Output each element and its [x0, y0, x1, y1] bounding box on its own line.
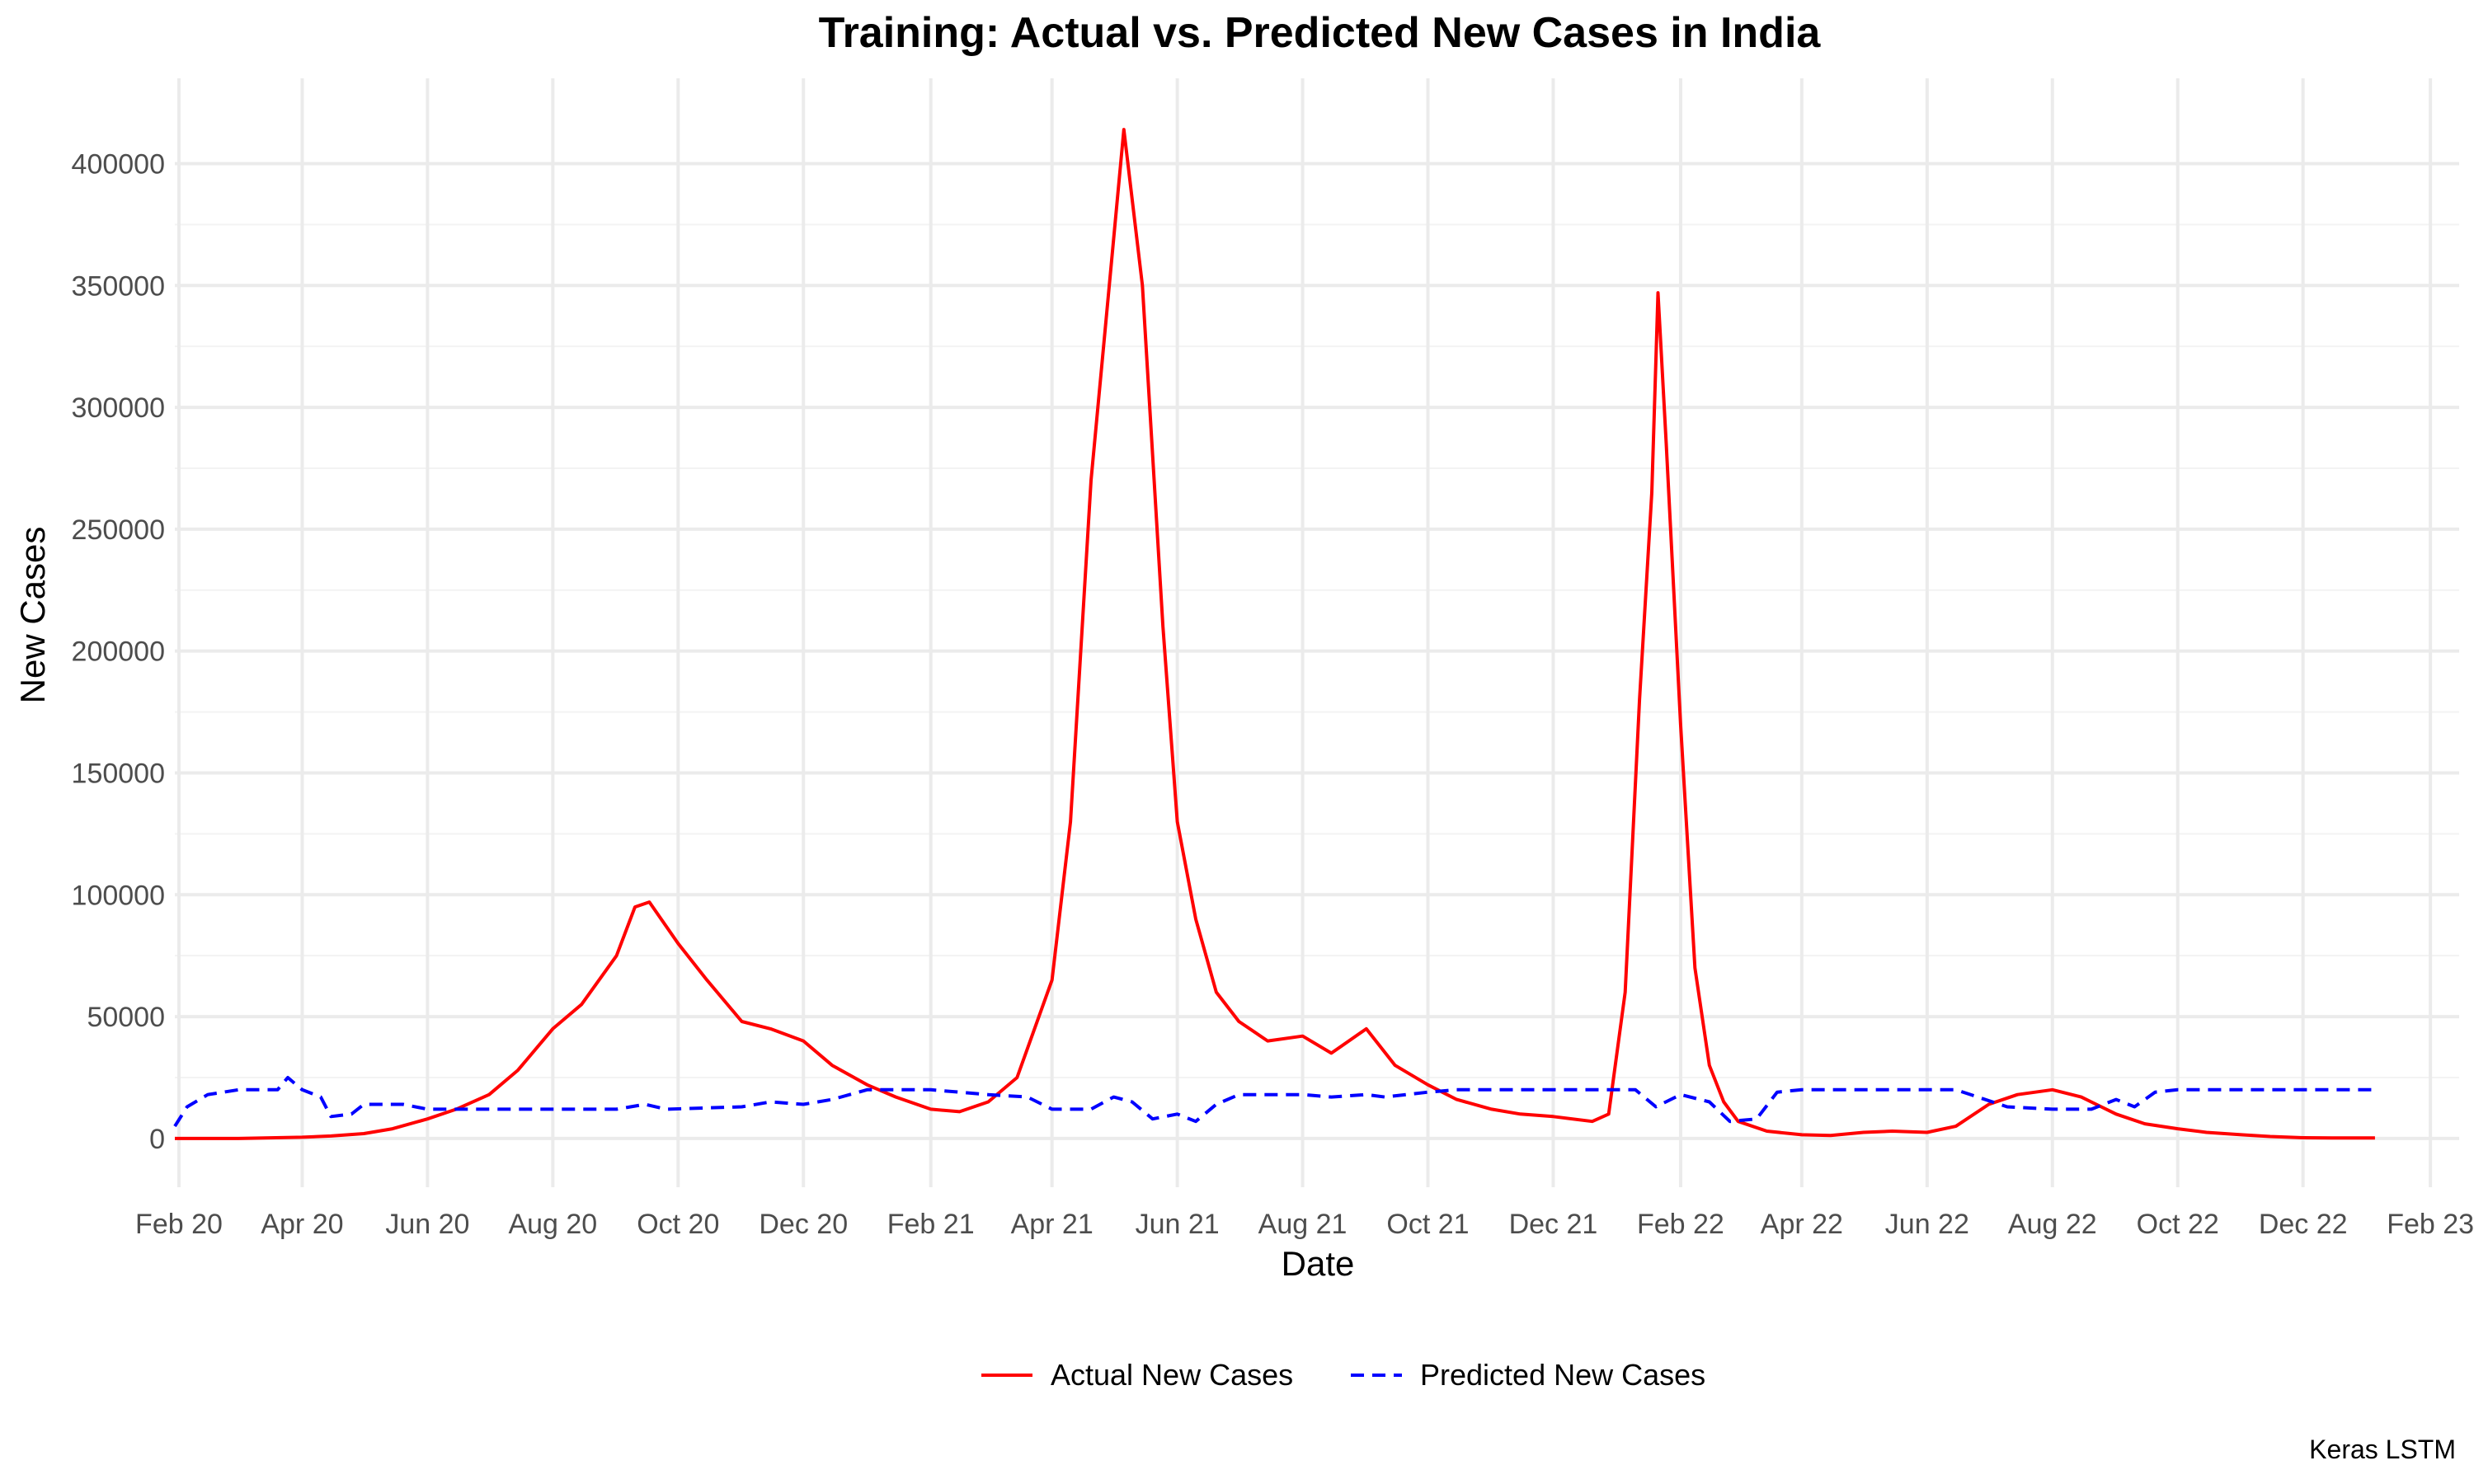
- chart-title: Training: Actual vs. Predicted New Cases…: [819, 9, 1822, 57]
- x-axis-ticks: Feb 20 Apr 20 Jun 20 Aug 20 Oct 20 Dec 20 Feb …: [135, 1209, 2474, 1240]
- y-tick-label: 400000: [72, 148, 165, 180]
- x-tick-label: Oct 21: [1386, 1209, 1469, 1240]
- legend-label: Actual New Cases: [1051, 1358, 1293, 1392]
- x-tick-label: Jun 20: [385, 1209, 469, 1240]
- y-tick-label: 300000: [72, 392, 165, 424]
- y-axis-title: New Cases: [13, 527, 52, 704]
- x-tick-label: Jun 21: [1136, 1209, 1220, 1240]
- predicted-series-line: [173, 1076, 2375, 1128]
- y-tick-label: 150000: [72, 758, 165, 789]
- x-tick-label: Feb 23: [2387, 1209, 2474, 1240]
- legend-label: Predicted New Cases: [1420, 1358, 1705, 1392]
- x-tick-label: Oct 20: [637, 1209, 719, 1240]
- y-tick-label: 100000: [72, 880, 165, 911]
- y-tick-label: 250000: [72, 514, 165, 546]
- x-tick-label: Jun 22: [1885, 1209, 1969, 1240]
- actual-series-line: [175, 128, 2375, 1140]
- x-tick-label: Aug 20: [508, 1209, 597, 1240]
- x-tick-label: Dec 21: [1509, 1209, 1598, 1240]
- y-tick-label: 50000: [87, 1002, 165, 1033]
- x-tick-label: Apr 21: [1011, 1209, 1094, 1240]
- x-tick-label: Feb 22: [1637, 1209, 1724, 1240]
- y-axis-ticks: 0 50000 100000 150000 200000 250000 300000 3500…: [72, 148, 165, 1154]
- legend: Actual New Cases Predicted New Cases: [981, 1358, 1705, 1392]
- x-tick-label: Apr 20: [261, 1209, 343, 1240]
- x-tick-label: Feb 20: [135, 1209, 223, 1240]
- x-tick-label: Feb 21: [887, 1209, 975, 1240]
- x-tick-label: Dec 22: [2259, 1209, 2348, 1240]
- x-tick-label: Apr 22: [1761, 1209, 1843, 1240]
- x-tick-label: Aug 21: [1258, 1209, 1348, 1240]
- y-tick-label: 200000: [72, 636, 165, 668]
- x-tick-label: Aug 22: [2008, 1209, 2097, 1240]
- y-tick-label: 350000: [72, 270, 165, 302]
- series-layer: [173, 128, 2375, 1140]
- grid-lines: [175, 78, 2459, 1187]
- y-tick-label: 0: [149, 1124, 165, 1155]
- x-tick-label: Dec 20: [759, 1209, 848, 1240]
- caption: Keras LSTM: [2309, 1435, 2456, 1464]
- x-axis-title: Date: [1282, 1244, 1355, 1283]
- x-tick-label: Oct 22: [2137, 1209, 2219, 1240]
